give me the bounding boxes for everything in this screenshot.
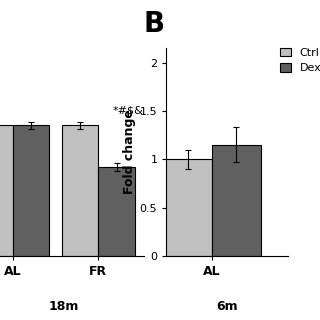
Text: *#$&: *#$& bbox=[113, 106, 143, 116]
Text: 18m: 18m bbox=[49, 300, 79, 313]
Bar bbox=[212, 145, 260, 256]
Bar bbox=[164, 159, 212, 256]
Text: B: B bbox=[144, 10, 165, 38]
Legend: Ctrl, Dex: Ctrl, Dex bbox=[275, 43, 320, 78]
Bar bbox=[98, 167, 135, 256]
Y-axis label: Fold change: Fold change bbox=[123, 109, 136, 195]
Bar bbox=[62, 125, 98, 256]
Bar bbox=[12, 125, 49, 256]
Bar bbox=[0, 125, 12, 256]
Text: 6m: 6m bbox=[216, 300, 238, 313]
